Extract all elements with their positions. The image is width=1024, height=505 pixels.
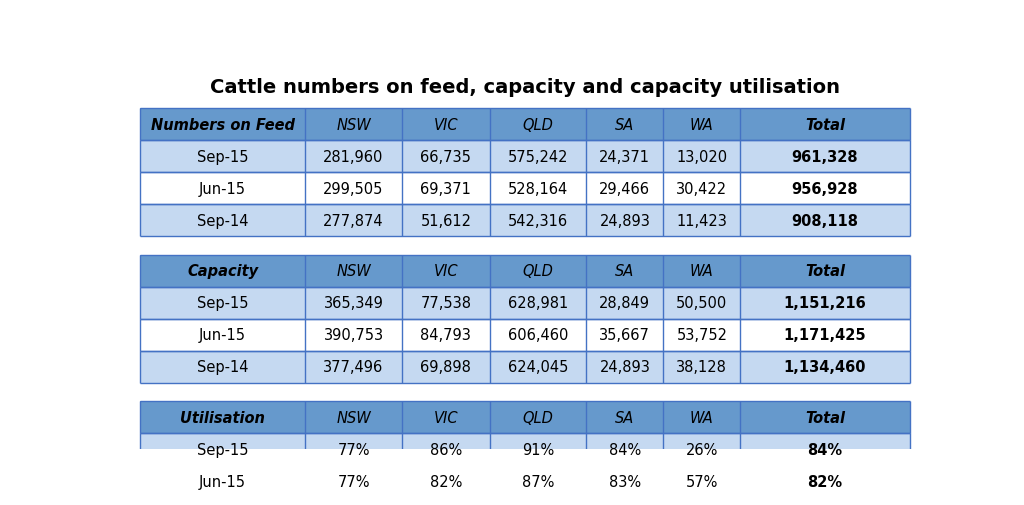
Text: 1,134,460: 1,134,460 — [783, 360, 866, 375]
Text: Sep-15: Sep-15 — [197, 296, 249, 311]
Text: 24,371: 24,371 — [599, 149, 650, 165]
Text: SA: SA — [615, 118, 635, 133]
Text: WA: WA — [690, 118, 714, 133]
Text: 53,752: 53,752 — [677, 328, 727, 342]
Text: 35,667: 35,667 — [599, 328, 650, 342]
Bar — [140, 433, 909, 466]
Text: Cattle numbers on feed, capacity and capacity utilisation: Cattle numbers on feed, capacity and cap… — [210, 78, 840, 97]
Bar — [140, 141, 909, 173]
Text: NSW: NSW — [336, 410, 371, 425]
Text: 77%: 77% — [337, 442, 370, 457]
Text: VIC: VIC — [433, 264, 458, 279]
Text: 69,371: 69,371 — [421, 181, 471, 196]
Text: 30,422: 30,422 — [676, 181, 727, 196]
Text: WA: WA — [690, 264, 714, 279]
Text: Total: Total — [805, 264, 845, 279]
Text: 77,538: 77,538 — [421, 296, 471, 311]
Text: 956,928: 956,928 — [792, 181, 858, 196]
Text: Sep-15: Sep-15 — [197, 149, 249, 165]
Text: VIC: VIC — [433, 118, 458, 133]
Text: 628,981: 628,981 — [508, 296, 568, 311]
Text: Total: Total — [805, 118, 845, 133]
Text: 66,735: 66,735 — [421, 149, 471, 165]
Text: Sep-14: Sep-14 — [197, 213, 249, 228]
Text: Utilisation: Utilisation — [180, 410, 265, 425]
Text: Numbers on Feed: Numbers on Feed — [151, 118, 295, 133]
Text: 908,118: 908,118 — [792, 213, 858, 228]
Bar — [140, 466, 909, 497]
Text: 24,893: 24,893 — [599, 213, 650, 228]
Text: 38,128: 38,128 — [677, 360, 727, 375]
Text: SA: SA — [615, 264, 635, 279]
Text: 84,793: 84,793 — [421, 328, 471, 342]
Text: 87%: 87% — [522, 474, 554, 489]
Text: Jun-15: Jun-15 — [199, 181, 246, 196]
Bar — [140, 256, 909, 287]
Text: 24,893: 24,893 — [599, 360, 650, 375]
Text: 29,466: 29,466 — [599, 181, 650, 196]
Text: 83%: 83% — [609, 474, 641, 489]
Text: Sep-15: Sep-15 — [197, 442, 249, 457]
Text: 542,316: 542,316 — [508, 213, 568, 228]
Text: 50,500: 50,500 — [676, 296, 727, 311]
Text: 390,753: 390,753 — [324, 328, 384, 342]
Text: 69,898: 69,898 — [421, 360, 471, 375]
Text: 377,496: 377,496 — [324, 360, 384, 375]
Text: 277,874: 277,874 — [324, 213, 384, 228]
Text: 84%: 84% — [608, 442, 641, 457]
Text: NSW: NSW — [336, 264, 371, 279]
Text: 281,960: 281,960 — [324, 149, 384, 165]
Text: 624,045: 624,045 — [508, 360, 568, 375]
Text: WA: WA — [690, 410, 714, 425]
Text: 1,171,425: 1,171,425 — [783, 328, 866, 342]
Bar — [140, 497, 909, 505]
Text: 365,349: 365,349 — [324, 296, 383, 311]
Text: Jun-15: Jun-15 — [199, 474, 246, 489]
Text: 77%: 77% — [337, 474, 370, 489]
Bar — [140, 351, 909, 383]
Text: 86%: 86% — [430, 442, 462, 457]
Text: NSW: NSW — [336, 118, 371, 133]
Text: 606,460: 606,460 — [508, 328, 568, 342]
Bar — [140, 173, 909, 205]
Text: QLD: QLD — [523, 264, 554, 279]
Text: SA: SA — [615, 410, 635, 425]
Text: QLD: QLD — [523, 118, 554, 133]
Text: 84%: 84% — [808, 442, 843, 457]
Text: 299,505: 299,505 — [324, 181, 384, 196]
Bar — [140, 287, 909, 319]
Text: VIC: VIC — [433, 410, 458, 425]
Text: 13,020: 13,020 — [676, 149, 727, 165]
Text: 51,612: 51,612 — [421, 213, 471, 228]
Text: 528,164: 528,164 — [508, 181, 568, 196]
Text: Jun-15: Jun-15 — [199, 328, 246, 342]
Text: 26%: 26% — [686, 442, 718, 457]
Text: Total: Total — [805, 410, 845, 425]
Text: 11,423: 11,423 — [677, 213, 727, 228]
Text: 961,328: 961,328 — [792, 149, 858, 165]
Text: Sep-14: Sep-14 — [197, 360, 249, 375]
Bar — [140, 109, 909, 141]
Bar — [140, 319, 909, 351]
Text: QLD: QLD — [523, 410, 554, 425]
Text: 1,151,216: 1,151,216 — [783, 296, 866, 311]
Text: 57%: 57% — [686, 474, 718, 489]
Text: Capacity: Capacity — [187, 264, 258, 279]
Text: 82%: 82% — [430, 474, 462, 489]
Text: 91%: 91% — [522, 442, 554, 457]
Bar — [140, 205, 909, 237]
Text: 575,242: 575,242 — [508, 149, 568, 165]
Text: 28,849: 28,849 — [599, 296, 650, 311]
Bar — [140, 401, 909, 433]
Text: 82%: 82% — [808, 474, 843, 489]
